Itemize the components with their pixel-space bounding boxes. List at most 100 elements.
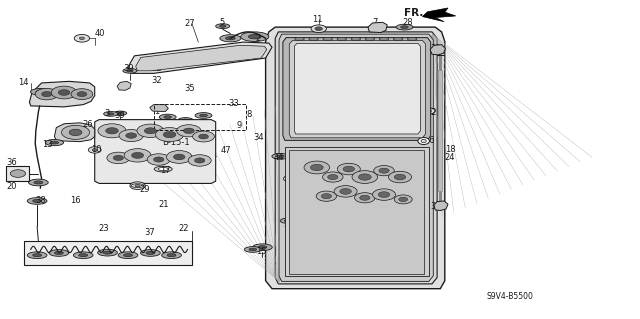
Text: 9: 9 — [237, 121, 242, 130]
Text: 13: 13 — [42, 140, 52, 149]
Circle shape — [79, 37, 84, 40]
Circle shape — [399, 197, 408, 202]
Circle shape — [375, 216, 380, 219]
Polygon shape — [275, 32, 437, 284]
Text: 35: 35 — [184, 84, 195, 93]
Polygon shape — [136, 45, 267, 71]
Circle shape — [345, 110, 350, 112]
Circle shape — [394, 174, 406, 180]
Circle shape — [370, 214, 385, 221]
Circle shape — [394, 195, 412, 204]
Text: 40: 40 — [95, 29, 105, 38]
Ellipse shape — [170, 124, 176, 127]
Circle shape — [125, 133, 137, 138]
Text: FR.: FR. — [404, 8, 424, 19]
Ellipse shape — [218, 53, 224, 56]
Ellipse shape — [123, 68, 137, 73]
Circle shape — [177, 125, 201, 137]
Circle shape — [284, 175, 296, 182]
Text: 1: 1 — [154, 107, 159, 116]
Circle shape — [145, 128, 156, 134]
Circle shape — [71, 89, 93, 100]
Ellipse shape — [74, 252, 93, 258]
Ellipse shape — [159, 114, 176, 120]
Circle shape — [323, 172, 343, 182]
Circle shape — [388, 171, 412, 183]
Circle shape — [130, 182, 145, 189]
Polygon shape — [430, 45, 445, 55]
Text: 3: 3 — [104, 109, 109, 118]
Circle shape — [337, 182, 352, 189]
Ellipse shape — [118, 112, 123, 114]
Text: 17: 17 — [160, 166, 171, 175]
Text: 45: 45 — [356, 234, 367, 243]
Circle shape — [310, 164, 323, 171]
Circle shape — [163, 131, 176, 138]
Polygon shape — [128, 42, 272, 73]
Ellipse shape — [220, 35, 241, 42]
Text: 30: 30 — [431, 44, 442, 53]
Ellipse shape — [280, 218, 296, 223]
Text: 33: 33 — [228, 99, 239, 108]
Ellipse shape — [380, 37, 389, 41]
Bar — [438, 70, 442, 191]
Text: B-15-1: B-15-1 — [162, 138, 189, 147]
Ellipse shape — [34, 181, 43, 184]
Circle shape — [113, 155, 124, 160]
Text: 39: 39 — [124, 64, 134, 73]
Ellipse shape — [216, 24, 230, 29]
Polygon shape — [95, 120, 216, 183]
Ellipse shape — [173, 60, 179, 62]
Circle shape — [173, 154, 185, 160]
Text: 36: 36 — [6, 158, 17, 167]
Polygon shape — [117, 81, 131, 90]
Ellipse shape — [33, 254, 42, 257]
Ellipse shape — [285, 219, 292, 222]
Text: 2: 2 — [255, 34, 260, 43]
Circle shape — [374, 166, 394, 176]
Polygon shape — [150, 105, 168, 112]
Text: 31: 31 — [283, 220, 294, 229]
Circle shape — [10, 170, 26, 177]
Ellipse shape — [79, 254, 88, 257]
Ellipse shape — [162, 252, 181, 258]
Ellipse shape — [408, 37, 417, 41]
Ellipse shape — [141, 249, 160, 256]
Ellipse shape — [401, 26, 408, 28]
Ellipse shape — [164, 116, 172, 118]
Ellipse shape — [276, 155, 284, 158]
Ellipse shape — [28, 252, 47, 258]
Text: 8: 8 — [246, 110, 252, 119]
Polygon shape — [422, 8, 456, 22]
Ellipse shape — [249, 248, 257, 251]
Ellipse shape — [54, 251, 63, 255]
Text: 11: 11 — [312, 15, 322, 24]
Ellipse shape — [28, 197, 47, 204]
Ellipse shape — [118, 252, 138, 258]
Circle shape — [375, 27, 380, 29]
Text: 18: 18 — [445, 145, 456, 154]
Text: 16: 16 — [70, 197, 81, 205]
Ellipse shape — [225, 37, 236, 40]
Circle shape — [340, 107, 355, 115]
Circle shape — [360, 195, 370, 200]
Ellipse shape — [214, 52, 228, 57]
Text: 15: 15 — [256, 247, 266, 256]
Polygon shape — [294, 43, 420, 134]
Text: 6: 6 — [339, 180, 344, 189]
Circle shape — [154, 157, 164, 162]
Ellipse shape — [396, 24, 413, 30]
Ellipse shape — [182, 119, 189, 122]
Circle shape — [426, 110, 431, 112]
Ellipse shape — [355, 237, 362, 239]
Ellipse shape — [146, 251, 155, 255]
Ellipse shape — [167, 254, 176, 257]
Text: 28: 28 — [402, 18, 413, 27]
Circle shape — [198, 134, 209, 139]
Circle shape — [147, 154, 170, 165]
Text: 30: 30 — [431, 202, 442, 211]
Ellipse shape — [233, 48, 247, 53]
Bar — [154, 104, 246, 130]
Ellipse shape — [195, 57, 202, 59]
Text: 46: 46 — [425, 137, 436, 145]
